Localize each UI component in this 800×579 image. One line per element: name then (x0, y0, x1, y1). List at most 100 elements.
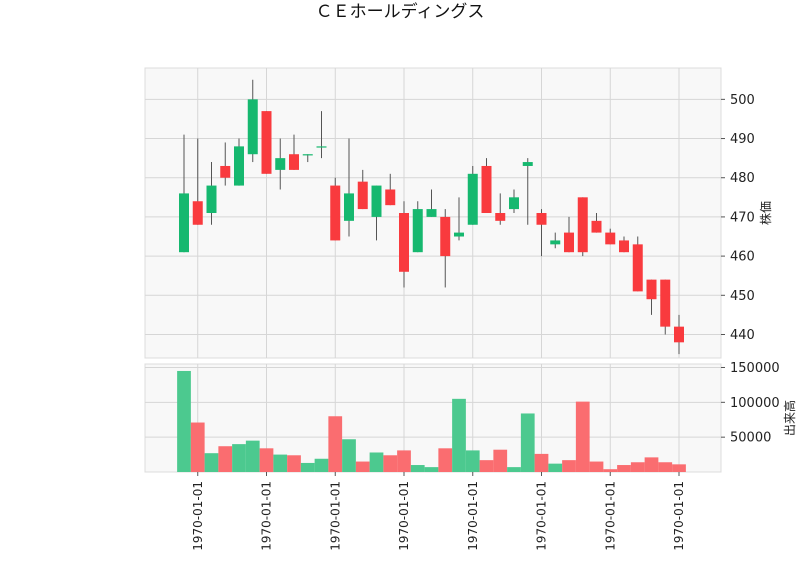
price-tick-label: 460 (730, 250, 755, 265)
candle-body-down (536, 213, 547, 225)
candle-body-up (522, 162, 533, 166)
volume-bar-down (259, 448, 274, 472)
price-panel: 500 490 480 470 460 450 440 株価 (144, 67, 773, 359)
volume-bar-up (204, 453, 219, 472)
volume-bar-down (658, 462, 673, 472)
volume-bar-up (369, 452, 384, 472)
candle-body-up (234, 146, 244, 186)
volume-bar-down (287, 455, 301, 472)
candle-body-up (344, 193, 354, 221)
volume-bar-down (397, 450, 411, 472)
candle-body-down (591, 220, 602, 233)
x-tick-label: 1970-01-01 (603, 481, 617, 551)
x-tick-label: 1970-01-01 (191, 481, 205, 551)
price-tick-label: 480 (730, 171, 755, 186)
volume-bar-up (342, 439, 356, 472)
candles (179, 79, 684, 355)
candle-body-up (206, 185, 217, 213)
candle-body-down (220, 165, 231, 178)
price-tick-label: 490 (730, 132, 755, 147)
candle-body-down (440, 216, 451, 257)
candle-body-down (674, 326, 684, 343)
volume-bar-up (300, 462, 315, 472)
volume-bar-up (314, 458, 329, 472)
volume-bar-up (520, 413, 535, 472)
volume-bar-down (603, 469, 618, 472)
price-tick-label: 470 (730, 210, 755, 225)
x-tick-label: 1970-01-01 (535, 481, 549, 551)
candle-body-down (619, 240, 629, 253)
volume-bar-up (177, 370, 191, 472)
volume-bar-down (562, 460, 576, 472)
candle-body-down (605, 232, 616, 245)
volume-bar-down (644, 457, 659, 472)
volume-bar-down (575, 401, 590, 472)
volume-bar-down (589, 461, 604, 472)
volume-tick-label: 150000 (730, 361, 780, 376)
candle-body-up (550, 240, 561, 245)
candle-body-down (481, 165, 492, 213)
candle-body-down (564, 232, 574, 253)
candle-body-down (357, 181, 368, 210)
candle-body-up (426, 209, 437, 217)
candle-body-down (289, 154, 299, 170)
volume-bar-up (410, 465, 425, 472)
volume-bar-down (617, 465, 631, 472)
price-tick-label: 450 (730, 289, 755, 304)
candle-body-up (509, 197, 519, 210)
volume-bar-up (273, 454, 288, 472)
volume-bar-up (507, 467, 521, 472)
volume-axis-ticks: 150000 100000 50000 (721, 361, 780, 446)
price-axis-label: 株価 (758, 201, 773, 225)
price-grid (145, 68, 721, 358)
volume-panel: 150000 100000 50000 出来高 (144, 361, 797, 473)
candle-body-up (302, 154, 313, 156)
x-tick-label: 1970-01-01 (397, 481, 411, 551)
volume-bar-down (672, 464, 686, 472)
candle-body-down (577, 197, 588, 253)
candle-body-down (385, 189, 396, 206)
volume-bar-down (383, 455, 398, 472)
candle-body-up (316, 146, 327, 148)
volume-axis-label: 出来高 (782, 400, 797, 436)
volume-bar-down (534, 453, 549, 472)
candle-body-up (412, 209, 423, 253)
candle-body-down (261, 111, 272, 174)
volume-bar-down (438, 448, 453, 472)
price-tick-label: 500 (730, 93, 755, 108)
candle-body-up (275, 158, 286, 170)
volume-tick-label: 100000 (730, 396, 780, 411)
volume-tick-label: 50000 (730, 431, 771, 446)
candle-body-down (399, 213, 409, 272)
candle-body-down (660, 279, 671, 327)
volume-bar-up (245, 440, 260, 472)
volume-bar-up (452, 398, 466, 472)
x-tick-label: 1970-01-01 (466, 481, 480, 551)
volume-bar-down (328, 416, 343, 472)
x-tick-label: 1970-01-01 (672, 481, 686, 551)
volume-grid (145, 364, 721, 472)
candle-body-down (192, 201, 203, 225)
chart-title: ＣＥホールディングス (316, 1, 485, 22)
volume-bar-down (630, 462, 645, 472)
candle-body-up (454, 232, 464, 237)
volume-bar-up (548, 463, 563, 472)
candle-body-up (467, 173, 478, 225)
price-axis-ticks: 500 490 480 470 460 450 440 (721, 93, 755, 343)
candle-body-up (179, 193, 189, 253)
volume-bar-up (424, 467, 439, 472)
volume-bar-up (232, 444, 246, 472)
x-tick-label: 1970-01-01 (328, 481, 342, 551)
candle-body-down (495, 213, 506, 221)
volume-bar-down (355, 461, 370, 472)
volume-bar-down (190, 422, 205, 472)
volume-bar-down (218, 446, 233, 472)
volume-bar-up (465, 450, 480, 472)
volume-bars (177, 370, 686, 472)
candle-body-down (646, 279, 657, 300)
price-tick-label: 440 (730, 328, 755, 343)
volume-bar-down (493, 449, 508, 472)
candle-body-down (632, 244, 643, 292)
x-axis-ticks: 1970-01-01 1970-01-01 1970-01-01 1970-01-01… (191, 472, 686, 551)
